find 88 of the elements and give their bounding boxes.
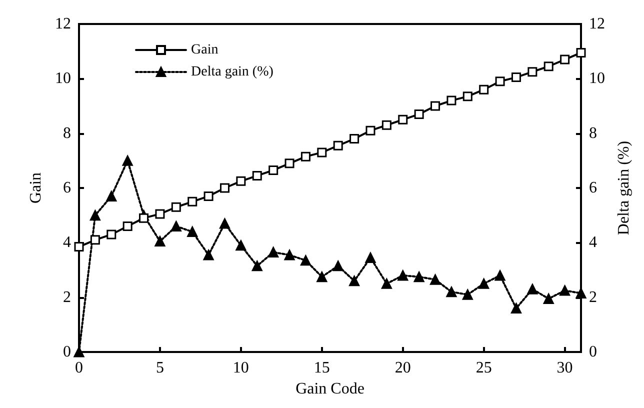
y-tick-label: 0 [63, 344, 71, 360]
point [528, 67, 538, 77]
y-tick-label: 8 [63, 124, 71, 142]
point [398, 114, 408, 124]
point [74, 346, 84, 358]
point [204, 191, 214, 201]
point [576, 48, 586, 58]
point [171, 202, 181, 212]
x-tick-label: 5 [156, 360, 164, 376]
y2-tick-label: 12 [589, 16, 605, 32]
point [187, 226, 198, 237]
point [106, 190, 117, 202]
y-tick-label: 2 [63, 288, 71, 306]
y-tick-label: 12 [55, 16, 71, 32]
point [381, 278, 392, 289]
y2-axis-title: Delta gain (%) [615, 140, 632, 236]
point [462, 92, 472, 102]
y-axis-title: Gain [28, 172, 45, 204]
point [219, 218, 230, 229]
point [414, 109, 424, 119]
x-tick-label: 20 [394, 360, 411, 376]
point [333, 140, 343, 150]
point [284, 158, 294, 168]
y-tick-label: 4 [63, 234, 71, 252]
y2-tick-label: 4 [589, 234, 597, 252]
y-tick-label: 10 [55, 70, 71, 88]
point [446, 96, 456, 106]
point [317, 148, 327, 158]
point [350, 134, 360, 144]
point [332, 260, 344, 272]
point [430, 101, 440, 111]
point [188, 196, 198, 206]
point [494, 270, 506, 281]
point [543, 293, 554, 304]
x-tick-label: 25 [476, 360, 492, 376]
y-tick-label: 6 [63, 180, 71, 196]
point [560, 285, 570, 296]
point [122, 222, 132, 232]
point [90, 210, 100, 221]
point [527, 284, 538, 294]
point [430, 274, 441, 285]
point [252, 260, 262, 272]
point [284, 250, 295, 260]
point [300, 255, 311, 266]
point [478, 278, 490, 289]
point [236, 240, 246, 251]
y2-tick-label: 8 [589, 124, 597, 142]
point [90, 235, 100, 245]
point [252, 170, 262, 180]
point [511, 72, 521, 82]
point [268, 246, 279, 258]
point [122, 155, 133, 166]
point [462, 289, 473, 300]
legend-label: Delta gain (%) [191, 64, 274, 80]
point [366, 126, 376, 136]
point [106, 230, 116, 240]
y2-tick-label: 6 [589, 180, 597, 196]
x-axis-title: Gain Code [296, 380, 364, 398]
point [446, 286, 457, 298]
y2-tick-label: 10 [589, 70, 605, 88]
point [154, 236, 166, 247]
point [576, 288, 586, 298]
point [170, 221, 182, 232]
point [414, 272, 424, 282]
legend-label: Gain [191, 42, 218, 58]
point [316, 272, 328, 282]
point [300, 152, 310, 162]
point [268, 165, 278, 175]
point [155, 209, 165, 219]
point [365, 252, 376, 263]
point [495, 76, 505, 86]
point [560, 54, 570, 64]
point [236, 176, 246, 186]
point [349, 276, 360, 286]
point [479, 84, 489, 94]
x-tick-label: 15 [314, 360, 330, 376]
x-tick-label: 0 [75, 360, 83, 376]
point [382, 120, 392, 130]
point [398, 270, 408, 281]
point [220, 183, 230, 193]
x-tick-label: 30 [556, 360, 573, 376]
point [510, 303, 522, 314]
point [544, 62, 554, 72]
y2-tick-label: 2 [589, 288, 597, 306]
point [203, 250, 214, 260]
y2-tick-label: 0 [589, 344, 597, 360]
x-tick-label: 10 [232, 360, 249, 376]
point [139, 213, 149, 223]
